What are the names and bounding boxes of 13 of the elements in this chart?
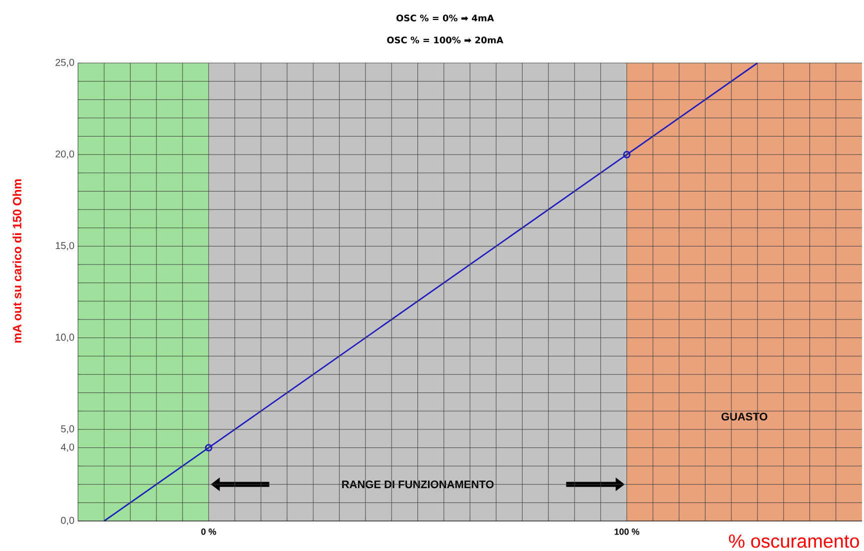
- y-tick-label: 4,0: [60, 444, 74, 452]
- x-tick-label: 0 %: [201, 528, 216, 535]
- y-tick-label: 0,0: [61, 516, 74, 526]
- y-tick-label: 15,0: [56, 242, 74, 250]
- y-tick-label: 20,0: [56, 150, 74, 159]
- x-tick-label: 100 %: [614, 528, 640, 535]
- y-axis-title: mA out su carico di 150 Ohm: [12, 179, 22, 343]
- y-tick-label: 5,0: [61, 425, 74, 434]
- text: OSC % = 100% ➡ 20mA: [387, 36, 504, 44]
- x-axis-title: % oscuramento: [728, 534, 859, 548]
- y-tick-label: 25,0: [56, 58, 74, 68]
- text: OSC % = 0% ➡ 4mA: [396, 14, 494, 22]
- y-tick-label: 10,0: [56, 334, 74, 342]
